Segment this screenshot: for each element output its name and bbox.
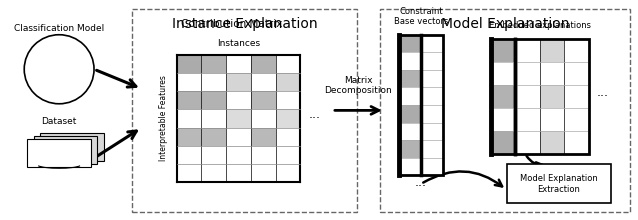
Bar [491,108,516,131]
Text: Matrix
Decomposition: Matrix Decomposition [325,76,392,95]
Text: Contribution Matrix: Contribution Matrix [181,19,283,29]
Bar [177,73,201,91]
Text: Instance Explanation: Instance Explanation [172,17,318,31]
Bar [491,39,516,62]
Bar [421,158,443,175]
Bar [491,39,589,154]
Bar [421,70,443,87]
Bar [516,108,540,131]
Bar [201,110,226,128]
Bar [540,62,565,85]
Bar [201,91,226,110]
Bar [251,91,276,110]
Bar [421,105,443,123]
Text: Model Explanation: Model Explanation [441,17,569,31]
Bar [40,133,103,161]
Bar [421,140,443,158]
Bar [177,146,201,164]
Bar [226,146,251,164]
Bar [491,85,516,108]
Text: Constraint
Base vectors: Constraint Base vectors [394,7,448,26]
Text: ···: ··· [308,112,320,125]
Bar [251,146,276,164]
Bar [177,128,201,146]
Text: Embedded explanations: Embedded explanations [489,21,591,30]
Bar [399,70,421,87]
Bar [276,110,300,128]
Bar [399,35,421,52]
Text: Interpretable Features: Interpretable Features [160,75,168,161]
Bar [276,164,300,182]
Bar [565,62,589,85]
Text: Instances: Instances [217,39,260,48]
Bar [201,164,226,182]
Text: Dataset: Dataset [41,117,77,126]
Text: Model Explanation
Extraction: Model Explanation Extraction [520,174,598,194]
Text: ···: ··· [415,180,427,193]
Bar [27,139,91,167]
Bar [177,164,201,182]
Bar [399,105,421,123]
Bar [201,55,226,73]
Bar [201,146,226,164]
Bar [251,55,276,73]
Text: ···: ··· [597,90,609,103]
Bar [516,62,540,85]
Bar [226,128,251,146]
Bar [251,110,276,128]
Bar [132,9,357,212]
Bar [276,146,300,164]
Bar [565,131,589,154]
Bar [276,73,300,91]
Bar [491,62,516,85]
Bar [421,52,443,70]
Bar [380,9,630,212]
Bar [399,35,443,175]
Bar [226,73,251,91]
Bar [226,55,251,73]
Bar [251,128,276,146]
Bar [177,110,201,128]
Bar [507,165,611,204]
Bar [201,73,226,91]
Bar [251,73,276,91]
Bar [276,91,300,110]
Bar [516,85,540,108]
Bar [226,91,251,110]
Bar [540,85,565,108]
Bar [177,55,300,182]
Bar [565,39,589,62]
Bar [399,123,421,140]
Bar [421,87,443,105]
Bar [34,136,97,164]
Bar [421,35,443,52]
Bar [399,140,421,158]
Bar [177,91,201,110]
Bar [540,108,565,131]
Bar [565,85,589,108]
Bar [540,131,565,154]
Bar [399,87,421,105]
Bar [491,131,516,154]
Bar [399,158,421,175]
Bar [276,128,300,146]
Bar [516,131,540,154]
Bar [226,110,251,128]
Bar [399,52,421,70]
Bar [226,164,251,182]
Bar [516,39,540,62]
Bar [251,164,276,182]
Bar [177,55,201,73]
Text: Classification Model: Classification Model [14,24,104,33]
Bar [276,55,300,73]
Bar [540,39,565,62]
Bar [421,123,443,140]
Bar [201,128,226,146]
Bar [565,108,589,131]
